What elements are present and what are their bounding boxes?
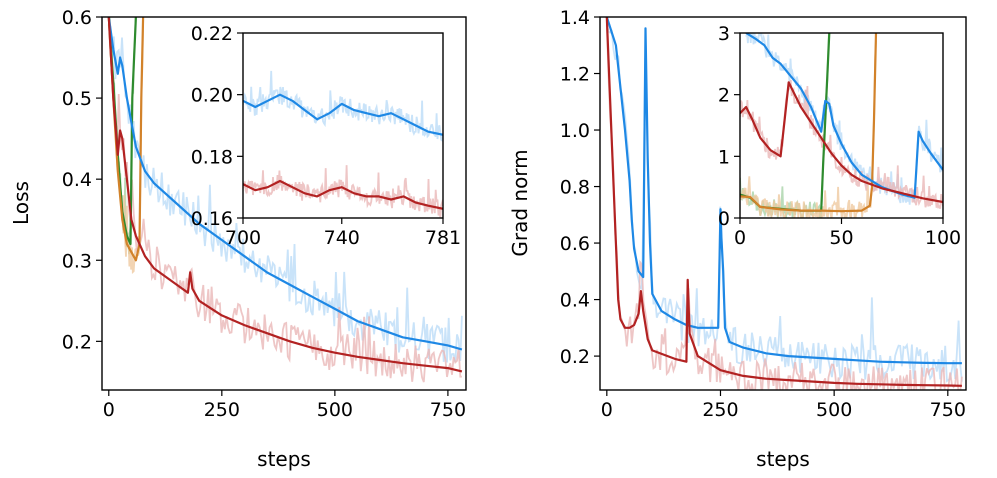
gradnorm-main-blue-raw-line [605,24,963,383]
gradnorm-main-red-line [605,17,962,387]
loss-main-xlabel: steps [257,447,311,471]
gradnorm-inset-ticks: 0 50 100 0 1 2 3 [718,23,961,249]
loss-inset-panel: 700 740 781 0.16 0.18 0.20 0.22 [191,23,461,249]
gradnorm-main-xtick-label: 750 [930,399,966,421]
loss-inset-ytick-label: 0.22 [191,23,233,45]
gradnorm-inset-xtick-label: 0 [734,227,746,249]
gradnorm-main-xtick-label: 250 [702,399,738,421]
loss-main-frame [101,16,467,391]
loss-inset-ytick-label: 0.18 [191,146,233,168]
gradnorm-main-ytick-label: 1.4 [560,7,590,29]
gradnorm-inset-xtick-label: 100 [925,227,961,249]
gradnorm-main-ytick-label: 0.8 [560,177,590,199]
gradnorm-main-ylabel: Grad norm [508,149,532,256]
loss-inset-xtick-label: 740 [324,227,360,249]
loss-main-ylabel: Loss [9,181,33,225]
gradnorm-inset-panel: 0 50 100 0 1 2 3 [718,23,961,249]
loss-inset-frame [242,32,444,219]
loss-main-ytick-label: 0.2 [62,331,92,353]
gradnorm-main-ytick-label: 1.2 [560,64,590,86]
gradnorm-inset-ytick-label: 3 [718,23,730,45]
loss-inset-ytick-label: 0.16 [191,208,233,230]
loss-inset-blue-line [243,93,443,136]
gradnorm-inset-orange-line [740,33,878,213]
gradnorm-main-frame [599,16,967,391]
gradnorm-inset-red-line [740,81,943,204]
gradnorm-main-xtick-label: 500 [816,399,852,421]
gradnorm-main-xtick-label: 0 [601,399,613,421]
gradnorm-main-xlabel: steps [756,447,810,471]
loss-inset-blue-raw-line [243,70,443,143]
gradnorm-inset-orange-raw-line [740,40,877,218]
loss-main-ticks: 0 250 500 750 0.2 0.3 0.4 0.5 0.6 [62,7,466,421]
gradnorm-inset-blue-line [745,33,943,199]
loss-main-ytick-label: 0.3 [62,250,92,272]
loss-inset-xtick-label: 781 [425,227,461,249]
gradnorm-inset-xtick-label: 50 [829,227,853,249]
gradnorm-inset-ytick-label: 1 [718,146,730,168]
gradnorm-inset-plot-area [740,33,943,218]
loss-inset-xtick-label: 700 [225,227,261,249]
loss-inset-plot-area [243,70,443,218]
loss-main-red-raw-line [107,25,462,383]
loss-main-blue-raw-line [108,24,463,363]
loss-main-ytick-label: 0.4 [62,169,92,191]
gradnorm-main-ytick-label: 0.4 [560,290,590,312]
gradnorm-main-blue-line [605,17,962,365]
loss-main-panel: 0 250 500 750 0.2 0.3 0.4 0.5 0.6 steps Loss [9,7,467,471]
gradnorm-main-ytick-label: 0.2 [560,346,590,368]
loss-inset-ticks: 700 740 781 0.16 0.18 0.20 0.22 [191,23,461,249]
loss-main-xtick-label: 250 [204,399,240,421]
loss-main-ytick-label: 0.5 [62,88,92,110]
loss-main-red-line [107,17,463,373]
loss-inset-ytick-label: 0.20 [191,85,233,107]
gradnorm-main-ytick-label: 1.0 [560,120,590,142]
loss-main-xtick-label: 500 [317,399,353,421]
loss-main-xtick-label: 0 [103,399,115,421]
loss-main-xtick-label: 750 [430,399,466,421]
gradnorm-main-ytick-label: 0.6 [560,233,590,255]
gradnorm-inset-ytick-label: 2 [718,85,730,107]
gradnorm-inset-ytick-label: 0 [718,208,730,230]
loss-main-plot-area [107,17,463,383]
loss-main-blue-line [107,17,463,351]
loss-inset-red-line [243,179,443,210]
gradnorm-inset-red-raw-line [740,79,943,210]
gradnorm-main-plot-area [605,17,963,390]
loss-main-ytick-label: 0.6 [62,7,92,29]
